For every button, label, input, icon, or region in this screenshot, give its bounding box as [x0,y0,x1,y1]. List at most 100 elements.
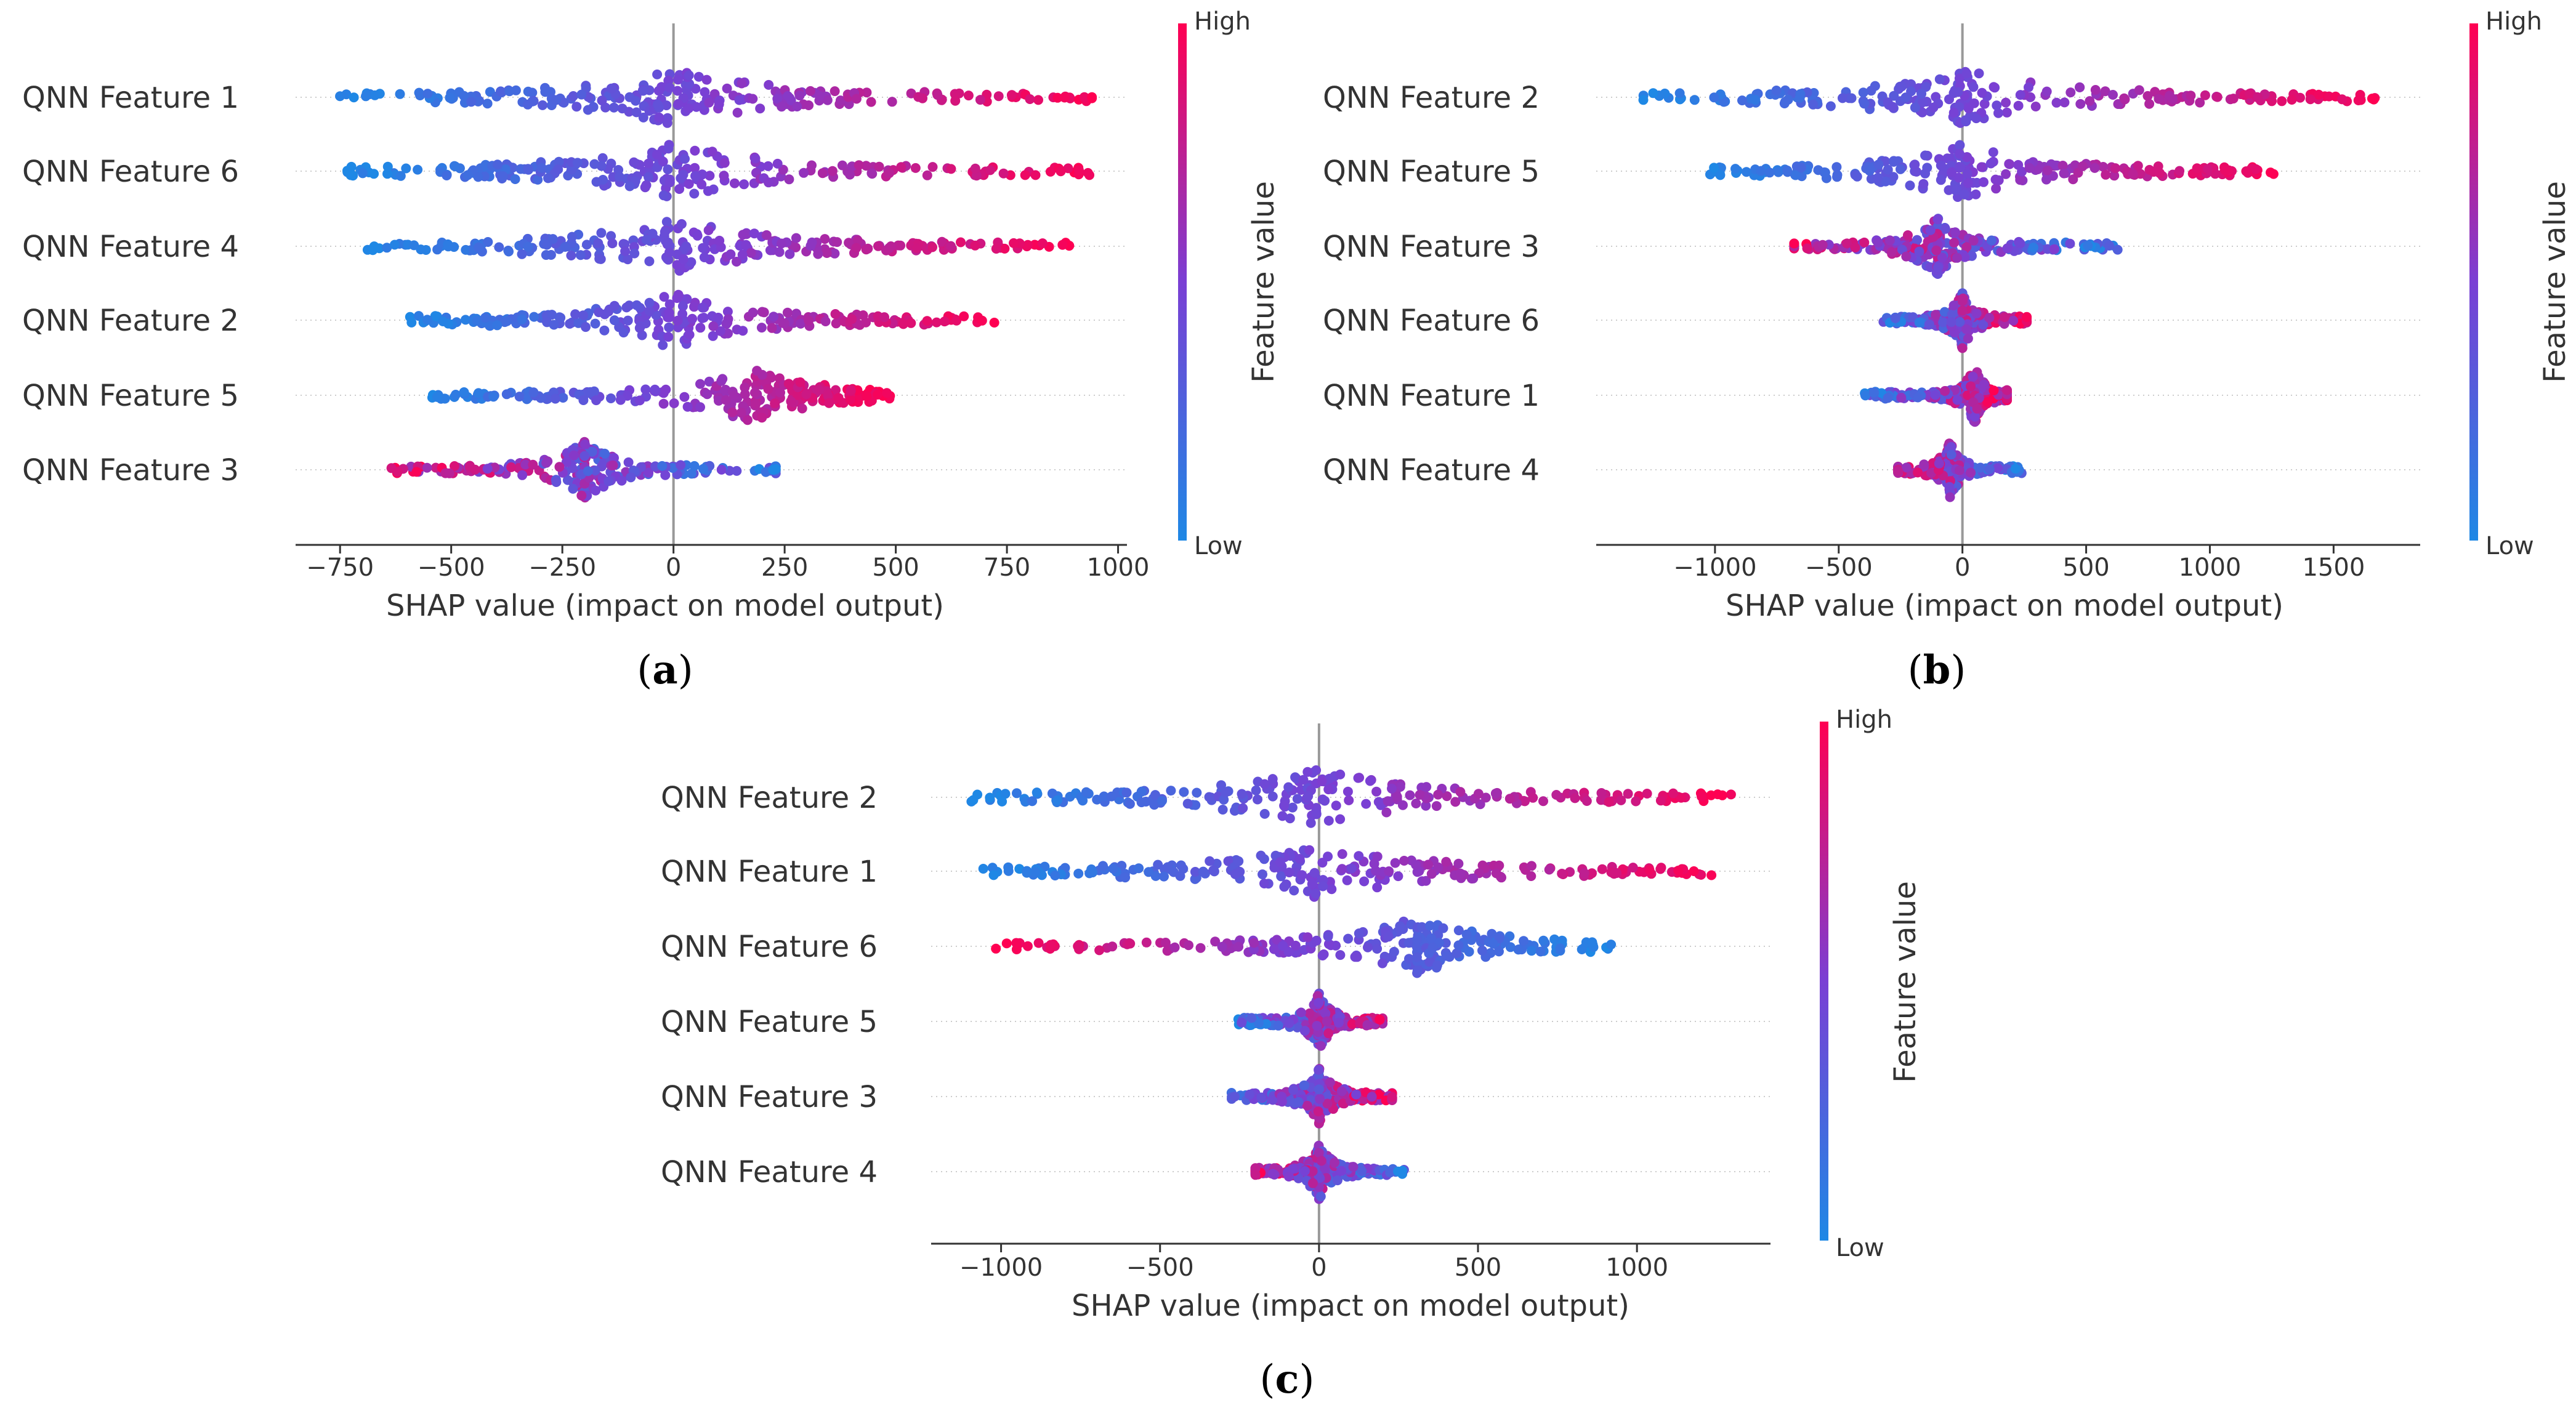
data-point [746,248,756,258]
data-point [579,439,590,449]
data-point [2024,82,2033,92]
data-point [2337,94,2348,105]
data-point [1884,235,1895,246]
data-point [2083,240,2093,251]
data-point [770,464,781,474]
data-point [1860,390,1871,401]
data-point [1604,797,1614,807]
data-point [1789,238,1799,249]
colorbar-title: Feature value [1246,181,1281,383]
data-point [1831,162,1842,172]
data-point [777,238,786,249]
data-point [1893,465,1904,476]
data-point [695,323,706,333]
data-point [2154,94,2164,104]
panel-a: QNN Feature 1 QNN Feature 6 QNN Feature 4 Q… [22,7,1281,623]
data-point [1237,789,1247,799]
data-point [765,371,775,381]
data-point [752,366,762,376]
data-point [415,91,426,100]
data-point [1528,792,1538,803]
data-point [1913,467,1923,478]
data-point [1030,240,1040,250]
data-point [459,91,469,101]
data-point [369,169,379,179]
data-point [1079,92,1089,102]
data-point [1003,862,1014,872]
data-point [1001,938,1012,949]
data-point [1038,238,1048,249]
data-point [2192,163,2202,174]
data-point [2015,175,2025,185]
data-point [1993,175,2004,185]
data-point [2195,97,2205,108]
data-point [845,394,855,405]
data-point [618,328,629,338]
data-point [2104,241,2115,251]
data-point [1494,946,1504,957]
data-point [1403,938,1414,948]
data-point [369,241,379,252]
data-point [1782,165,1793,175]
data-point [1673,866,1684,876]
data-point [473,172,483,182]
data-point [1910,102,1920,113]
data-point [661,384,671,395]
data-point [1947,309,1957,320]
data-point [604,476,614,486]
data-point [833,393,844,403]
data-point [1377,958,1387,968]
data-point [1184,940,1193,951]
data-point [1427,943,1438,953]
data-point [1961,324,1971,334]
data-point [540,87,551,97]
data-point [755,103,765,114]
data-point [703,225,714,235]
data-point [1249,938,1259,948]
data-point [1948,300,1959,311]
data-point [1938,317,1948,328]
data-point [874,161,884,172]
data-point [2142,91,2153,101]
data-point [1221,787,1231,797]
data-point [482,99,493,109]
x-axis-label: SHAP value (impact on model output) [386,589,944,623]
data-point [1480,792,1491,803]
data-point [681,241,692,252]
data-point [449,161,459,171]
data-point [547,310,557,320]
data-point [664,83,675,93]
data-point [1423,859,1434,870]
data-point [1944,185,1954,195]
data-point [406,317,417,328]
data-point [1945,492,1955,502]
data-point [676,219,687,229]
data-point [1991,183,2001,194]
data-point [707,147,717,157]
data-point [2135,169,2146,179]
data-point [1320,795,1330,806]
data-point [663,237,673,248]
data-point [1050,871,1060,880]
data-point [1628,863,1638,873]
data-point [732,465,742,476]
data-point [1331,800,1341,811]
data-point [1719,97,1729,107]
data-point [1896,164,1905,174]
data-point [684,70,694,81]
data-point [2049,244,2059,254]
data-point [594,254,605,264]
data-point [615,395,626,405]
data-point [757,413,767,423]
data-point [1689,95,1700,105]
data-point [1954,465,1964,476]
data-point [1030,867,1041,877]
data-point [644,158,653,169]
data-point [1656,863,1666,873]
data-point [1977,87,1987,98]
data-point [578,310,588,321]
series-points [1226,1064,1397,1129]
data-point [620,246,631,256]
data-point [1535,946,1546,957]
